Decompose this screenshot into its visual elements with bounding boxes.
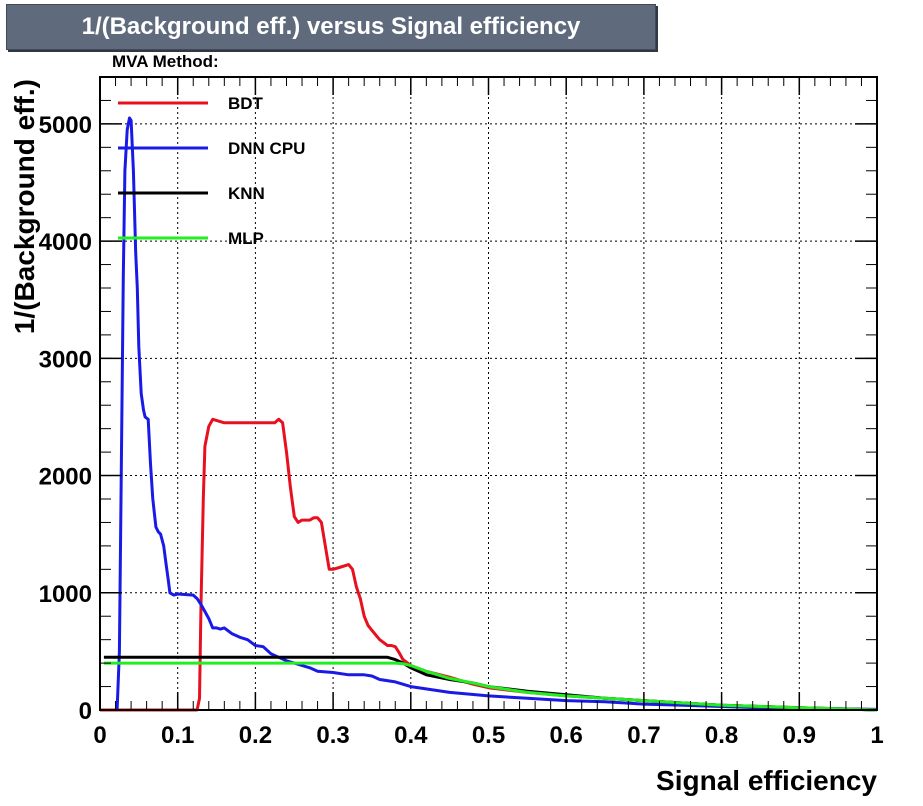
y-tick-label: 2000 (39, 464, 92, 491)
x-tick-label: 0 (93, 722, 106, 749)
x-tick-labels: 0 0.1 0.2 0.3 0.4 0.5 0.6 0.7 0.8 0.9 1 (93, 722, 883, 749)
x-tick-label: 0.9 (783, 722, 816, 749)
x-tick-label: 0.6 (550, 722, 583, 749)
grid-lines (100, 77, 877, 710)
series-lines (100, 116, 878, 712)
legend-label-dnn-cpu: DNN CPU (228, 139, 305, 158)
y-tick-label: 0 (79, 698, 92, 725)
x-tick-label: 0.1 (161, 722, 194, 749)
x-tick-label: 1 (870, 722, 883, 749)
x-tick-label: 0.5 (472, 722, 505, 749)
legend: MVA Method: BDT DNN CPU KNN MLP (112, 52, 305, 248)
series-line-knn (103, 655, 878, 712)
y-tick-label: 5000 (39, 112, 92, 139)
legend-label-bdt: BDT (228, 94, 264, 113)
series-line-mlp (103, 661, 878, 712)
legend-label-knn: KNN (228, 184, 265, 203)
chart-title: 1/(Background eff.) versus Signal effici… (81, 13, 581, 40)
axis-ticks (99, 76, 878, 711)
legend-label-mlp: MLP (228, 229, 264, 248)
y-axis-label: 1/(Background eff.) (9, 79, 40, 334)
x-tick-label: 0.4 (394, 722, 428, 749)
series-line-dnn-cpu (115, 116, 878, 711)
y-tick-label: 1000 (39, 581, 92, 608)
x-axis-label: Signal efficiency (656, 765, 877, 796)
y-tick-label: 3000 (39, 346, 92, 373)
x-tick-label: 0.2 (239, 722, 272, 749)
legend-items: BDT DNN CPU KNN MLP (118, 94, 305, 248)
x-tick-label: 0.3 (316, 722, 349, 749)
chart-title-box: 1/(Background eff.) versus Signal effici… (6, 4, 656, 50)
y-tick-label: 4000 (39, 229, 92, 256)
y-tick-labels: 0 1000 2000 3000 4000 5000 (39, 112, 92, 725)
x-tick-label: 0.7 (627, 722, 660, 749)
legend-title: MVA Method: (112, 52, 219, 71)
x-tick-label: 0.8 (705, 722, 738, 749)
